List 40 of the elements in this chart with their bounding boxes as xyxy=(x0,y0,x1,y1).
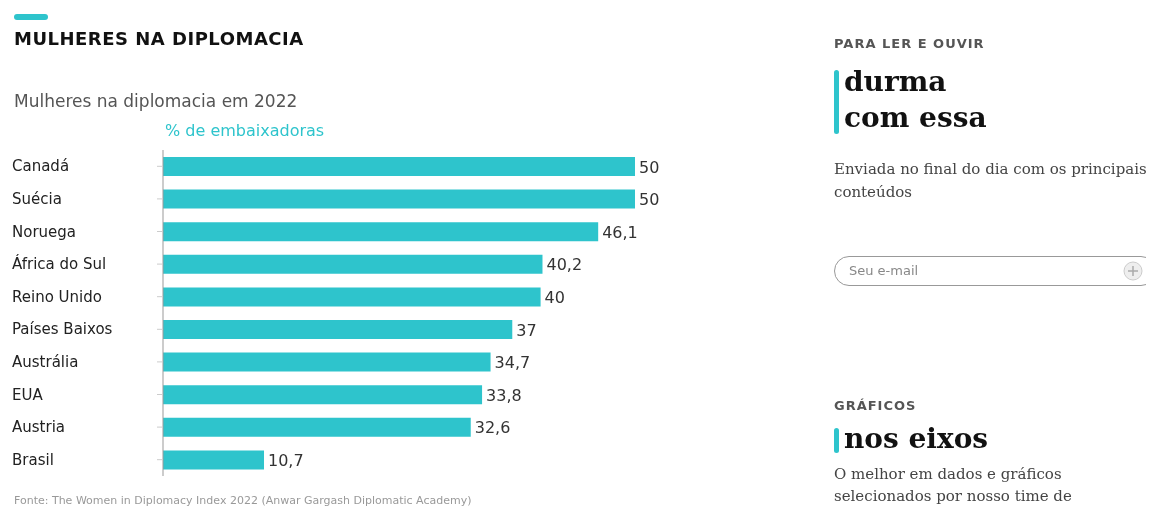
y-tick-label: EUA xyxy=(12,385,44,404)
data-label: 33,8 xyxy=(486,385,522,405)
y-tick-label: Austrália xyxy=(12,352,79,371)
bar xyxy=(163,320,513,339)
y-tick-label: Austria xyxy=(12,418,65,437)
data-label: 37 xyxy=(516,320,537,340)
data-label: 40,2 xyxy=(546,255,583,275)
text: durma com essa xyxy=(844,64,988,136)
chart-subtitle: Mulheres na diplomacia em 2022 xyxy=(14,91,298,111)
bar xyxy=(163,189,635,209)
y-tick-label: Canadá xyxy=(12,157,70,176)
x-axis-title: % de embaixadoras xyxy=(165,121,325,140)
bar xyxy=(163,450,265,470)
y-tick-label: Reino Unido xyxy=(12,287,102,306)
bar xyxy=(163,254,543,274)
bar xyxy=(163,385,483,405)
text: nos eixos xyxy=(844,422,989,455)
y-tick-label: Noruega xyxy=(12,222,77,241)
source-note: Fonte: The Women in Diplomacy Index 2022 (Anwar Gargash Diplomatic Academy) xyxy=(14,494,472,507)
y-tick-label: Suécia xyxy=(12,189,62,208)
data-label: 32,6 xyxy=(474,418,511,438)
bar xyxy=(163,417,471,437)
bar xyxy=(163,157,635,176)
data-label: 46,1 xyxy=(602,222,638,242)
bar xyxy=(163,287,541,307)
text: GRÁFICOS xyxy=(834,398,917,413)
y-tick-label: Brasil xyxy=(12,450,54,469)
text: Enviada no final do dia com os principais conteúdos xyxy=(834,159,1147,203)
bar xyxy=(163,222,599,242)
data-label: 40 xyxy=(544,287,565,307)
y-tick-label: Países Baixos xyxy=(12,320,113,339)
bar xyxy=(163,352,491,372)
text: PARA LER E OUVIR xyxy=(834,36,985,51)
data-label: 50 xyxy=(639,190,660,210)
data-label: 10,7 xyxy=(268,450,304,470)
data-label: 34,7 xyxy=(494,353,531,373)
chart-title: MULHERES NA DIPLOMACIA xyxy=(14,28,304,49)
text: O melhor em dados e gráficos selecionados por nosso time de xyxy=(834,464,1073,507)
data-label: 50 xyxy=(639,157,660,177)
y-tick-label: África do Sul xyxy=(12,254,107,274)
